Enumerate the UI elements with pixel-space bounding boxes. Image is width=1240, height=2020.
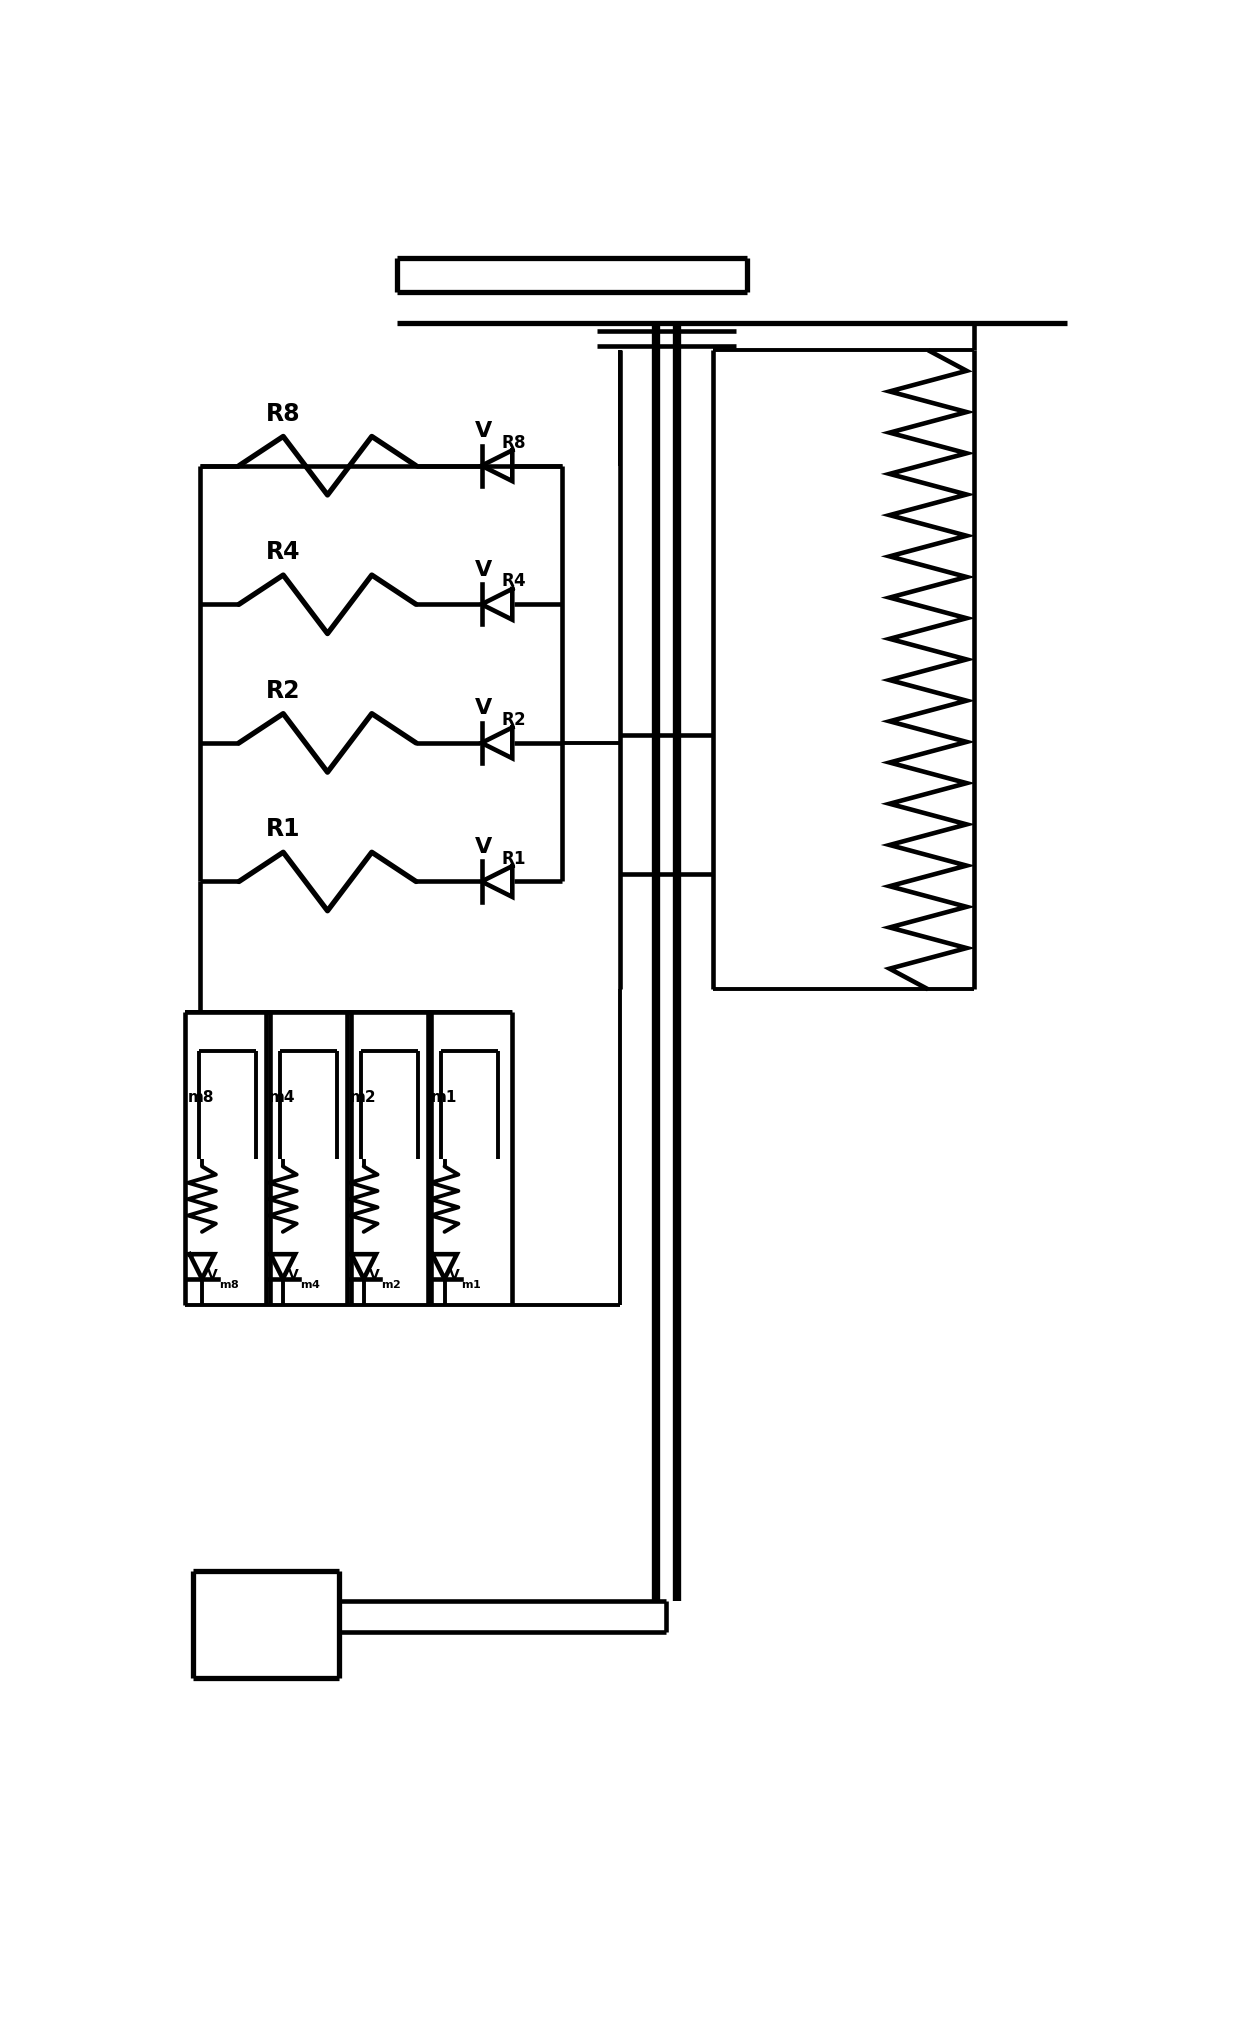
Text: $\mathbf{m4}$: $\mathbf{m4}$ [300,1279,321,1291]
Text: $\mathbf{V}$: $\mathbf{V}$ [206,1269,218,1283]
Text: $\mathbf{R8}$: $\mathbf{R8}$ [501,434,526,452]
Text: m4: m4 [269,1089,295,1105]
Text: $\mathbf{m8}$: $\mathbf{m8}$ [219,1279,239,1291]
Text: R1: R1 [265,818,300,842]
Text: $\mathbf{V}$: $\mathbf{V}$ [474,420,494,440]
Text: R8: R8 [265,402,300,426]
Text: m8: m8 [188,1089,215,1105]
Text: R4: R4 [265,539,300,564]
Text: $\mathbf{V}$: $\mathbf{V}$ [449,1269,461,1283]
Text: $\mathbf{R2}$: $\mathbf{R2}$ [501,711,526,729]
Text: R2: R2 [265,679,300,703]
Text: m1: m1 [430,1089,458,1105]
Text: $\mathbf{R4}$: $\mathbf{R4}$ [501,572,526,590]
Text: $\mathbf{V}$: $\mathbf{V}$ [474,560,494,580]
Text: $\mathbf{V}$: $\mathbf{V}$ [474,836,494,856]
Text: $\mathbf{R1}$: $\mathbf{R1}$ [501,850,526,869]
Text: $\mathbf{m2}$: $\mathbf{m2}$ [381,1279,401,1291]
Text: $\mathbf{V}$: $\mathbf{V}$ [286,1269,299,1283]
Text: $\mathbf{V}$: $\mathbf{V}$ [474,699,494,719]
Text: m2: m2 [350,1089,377,1105]
Text: $\mathbf{V}$: $\mathbf{V}$ [367,1269,381,1283]
Text: $\mathbf{m1}$: $\mathbf{m1}$ [461,1279,482,1291]
